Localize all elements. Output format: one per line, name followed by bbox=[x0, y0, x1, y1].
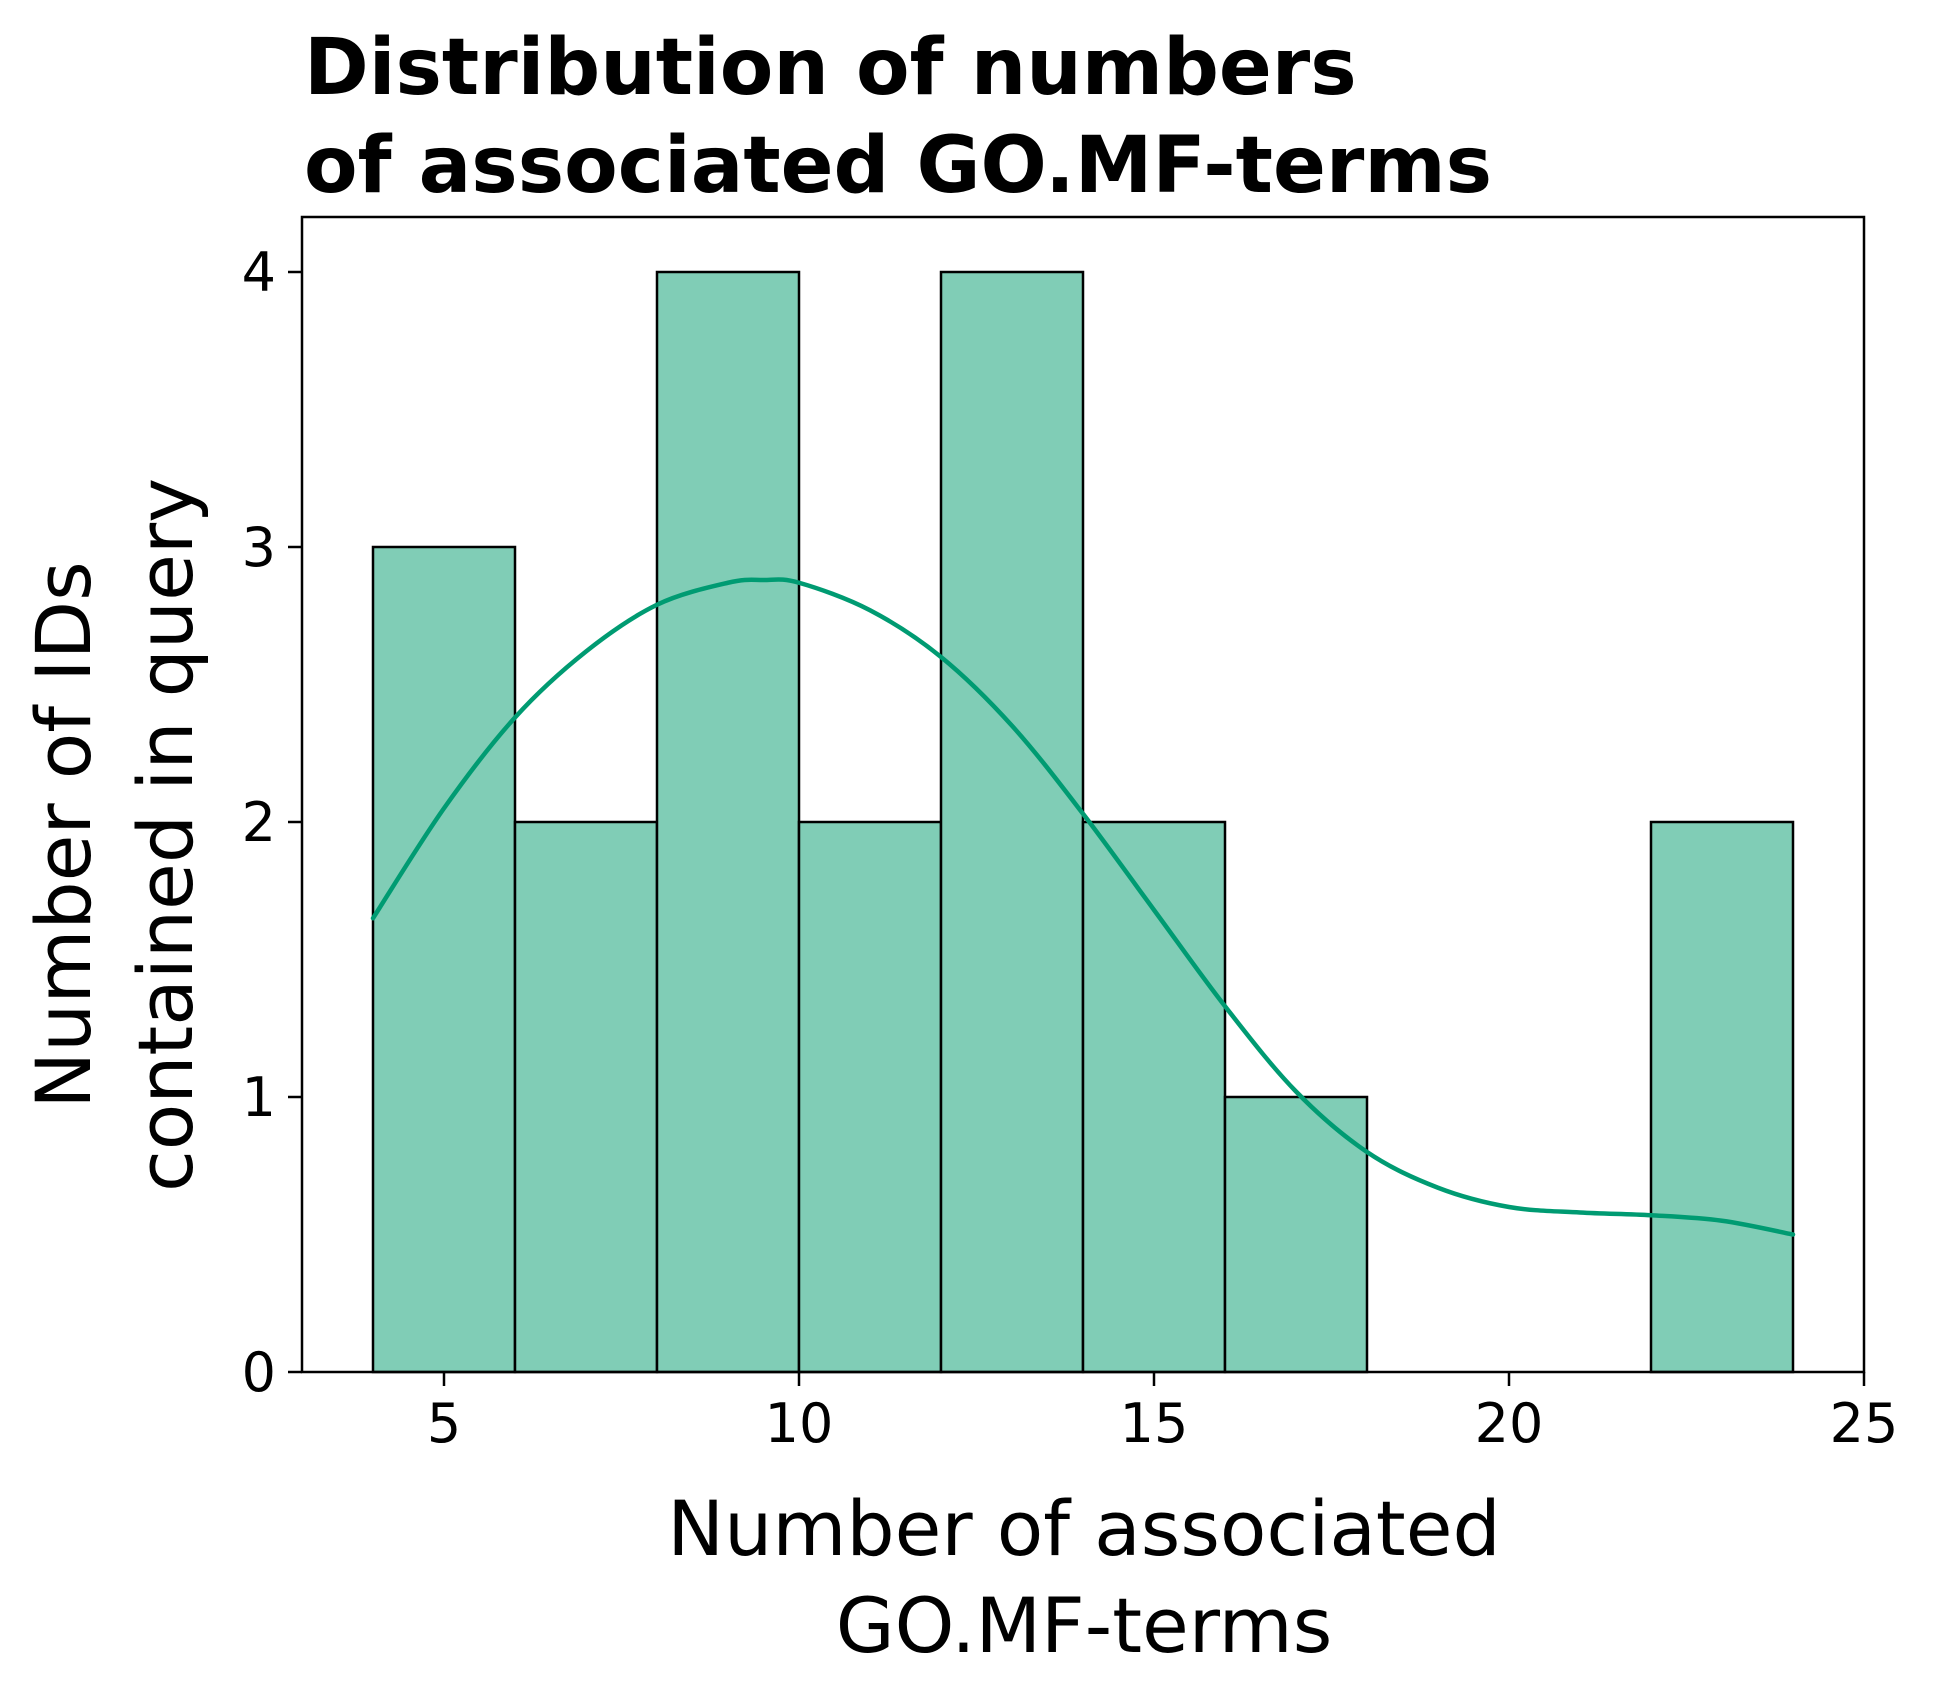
x-axis-label-line-2: GO.MF-terms bbox=[836, 1581, 1333, 1670]
x-axis-label-line-1: Number of associated bbox=[667, 1484, 1500, 1573]
x-tick-label-15: 15 bbox=[1120, 1392, 1189, 1455]
chart-title: Distribution of numbers of associated GO… bbox=[304, 23, 1492, 211]
x-tick-label-10: 10 bbox=[765, 1392, 834, 1455]
histogram-bar-1 bbox=[371, 545, 517, 1374]
histogram-bar-7 bbox=[1223, 1095, 1369, 1374]
chart-title-line-2: of associated GO.MF-terms bbox=[304, 121, 1492, 211]
x-axis-label: Number of associated GO.MF-terms bbox=[667, 1484, 1500, 1670]
y-tick-label-4: 4 bbox=[242, 241, 276, 304]
y-tick-label-1: 1 bbox=[242, 1066, 276, 1129]
kde-curve bbox=[370, 577, 1796, 1237]
y-tick-label-0: 0 bbox=[242, 1341, 276, 1404]
y-axis-ticks: 0 1 2 3 4 bbox=[242, 241, 302, 1404]
plot-frame bbox=[300, 215, 1866, 1374]
x-axis-ticks: 5 10 15 20 25 bbox=[427, 1372, 1899, 1455]
x-tick-label-20: 20 bbox=[1475, 1392, 1544, 1455]
histogram-bar-4 bbox=[797, 820, 943, 1374]
y-axis-label-line-1: Number of IDs bbox=[19, 561, 108, 1108]
histogram-bar-6 bbox=[1081, 820, 1227, 1374]
histogram-bar-10 bbox=[1649, 820, 1795, 1374]
y-axis-label: Number of IDs contained in query bbox=[19, 478, 210, 1192]
histogram-bars bbox=[371, 270, 1795, 1374]
y-tick-label-2: 2 bbox=[242, 791, 276, 854]
x-tick-label-5: 5 bbox=[427, 1392, 461, 1455]
histogram-bar-3 bbox=[655, 270, 801, 1374]
y-axis-label-line-2: contained in query bbox=[121, 478, 210, 1192]
x-tick-label-25: 25 bbox=[1830, 1392, 1899, 1455]
histogram-bar-5 bbox=[939, 270, 1085, 1374]
histogram-bar-2 bbox=[513, 820, 659, 1374]
chart-title-line-1: Distribution of numbers bbox=[304, 23, 1357, 113]
y-tick-label-3: 3 bbox=[242, 516, 276, 579]
